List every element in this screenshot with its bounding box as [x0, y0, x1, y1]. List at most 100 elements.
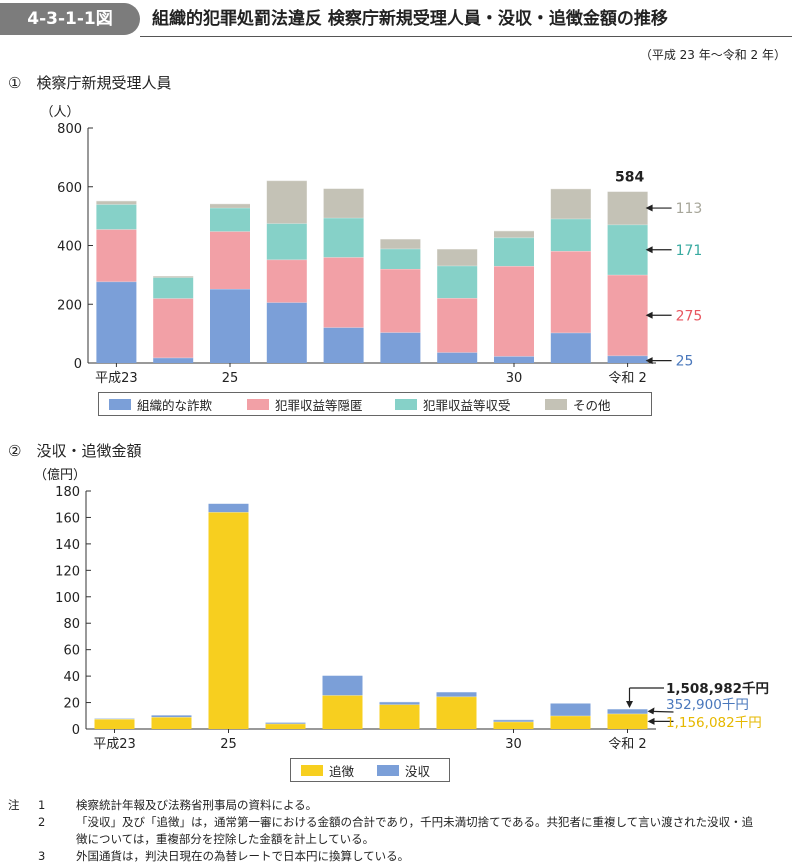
chart1-y-tick-label: 600 [57, 181, 82, 196]
chart1-y-tick-label: 400 [57, 240, 82, 255]
chart2-x-tick-label: 令和 2 [608, 737, 646, 752]
section2-title: ② 没収・追徴金額 [8, 442, 142, 460]
chart2-confiscation-callout-line [651, 710, 674, 713]
chart1-bar-segment [380, 269, 421, 333]
chart2-bar-segment [607, 709, 648, 714]
note-number: 1 [38, 798, 46, 812]
legend-swatch-blue [377, 764, 399, 776]
chart2-bar-segment [436, 691, 477, 697]
legend-swatch-teal [395, 398, 417, 410]
note-text: 「没収」及び「追徴」は，通常第一審における金額の合計であり，千円未満切捨てである… [76, 815, 754, 829]
chart2-bar-segment [265, 722, 306, 724]
chart2-bar-segment [151, 715, 192, 718]
figure-header: 4-3-1-1図 組織的犯罪処罰法違反 検察庁新規受理人員・没収・追徴金額の推移 [0, 0, 792, 38]
chart1-bar-segment [437, 298, 478, 353]
chart1-bar-segment [437, 249, 478, 266]
legend-label: その他 [573, 397, 611, 413]
chart1-bar-segment [494, 237, 534, 267]
chart1-callout-arrow [645, 357, 653, 365]
chart2-bar-segment [208, 503, 249, 513]
chart2-y-tick-label: 40 [63, 670, 80, 685]
chart1-x-tick-label: 25 [222, 371, 239, 386]
chart1-bar-segment [153, 277, 194, 299]
legend-item-collection: 追徴 [301, 759, 354, 781]
chart2-x-tick-label: 25 [220, 737, 237, 752]
figure-title: 組織的犯罪処罰法違反 検察庁新規受理人員・没収・追徴金額の推移 [152, 9, 668, 29]
note-head: 注 [8, 798, 20, 812]
chart2-bar-segment [322, 695, 363, 729]
chart2-bar-segment [94, 719, 135, 729]
chart2-bar-segment [265, 723, 306, 729]
header-rule [140, 36, 792, 37]
chart1-bar-segment [494, 230, 534, 238]
chart2-bar-segment [550, 715, 591, 729]
chart2-y-tick-label: 100 [55, 591, 80, 606]
note-text: 徴については，重複部分を控除した金額を計上している。 [76, 832, 375, 846]
chart1-segment-value-label: 171 [676, 243, 703, 259]
chart1-x-tick-label: 令和 2 [608, 371, 646, 386]
chart1-bar-segment [266, 259, 307, 303]
chart1-bar-segment [323, 257, 364, 328]
chart1-y-tick-label: 0 [74, 357, 82, 372]
chart2-y-tick-label: 180 [55, 485, 80, 500]
chart1-segment-value-label: 275 [676, 308, 703, 324]
chart1-x-tick-label: 30 [506, 371, 523, 386]
chart2-y-tick-label: 160 [55, 511, 80, 526]
chart1-bar-segment [550, 188, 591, 219]
chart2-collection-callout-arrow [647, 717, 655, 725]
legend-item-concealment: 犯罪収益等隠匿 [247, 393, 363, 415]
chart1-bar-segment [96, 229, 137, 282]
chart2-y-tick-label: 80 [63, 617, 80, 632]
legend-item-fraud: 組織的な詐欺 [109, 393, 212, 415]
chart1-callout-arrow [645, 246, 653, 254]
chart2-bar-segment [379, 701, 420, 705]
chart2-bar-segment [607, 713, 648, 729]
chart1-bar-segment [323, 217, 364, 258]
chart2-bar-segment [493, 721, 534, 729]
period-label: （平成 23 年〜令和 2 年） [639, 48, 786, 62]
chart1-bar-segment [210, 231, 250, 289]
chart2-bar-segment [493, 719, 534, 722]
chart1-callout-arrow [645, 311, 653, 319]
note-row: 3 外国通貨は，判決日現在の為替レートで日本円に換算している。 [8, 848, 788, 865]
chart1-bar-segment [437, 352, 478, 363]
chart1-x-tick-label: 平成23 [95, 371, 138, 386]
notes-block: 注 1 検察統計年報及び法務省刑事局の資料による。 2 「没収」及び「追徴」は，… [8, 797, 788, 865]
note-text: 検察統計年報及び法務省刑事局の資料による。 [76, 798, 318, 812]
figure-number: 4-3-1-1図 [0, 3, 140, 35]
chart2-y-tick-label: 20 [63, 697, 80, 712]
chart2-bar-segment [436, 696, 477, 729]
chart1-bar-segment [607, 274, 648, 356]
chart2-y-tick-label: 0 [72, 723, 80, 738]
legend-label: 追徴 [329, 763, 355, 779]
chart1-bar-segment [266, 302, 307, 363]
note-row: 徴については，重複部分を控除した金額を計上している。 [8, 831, 788, 848]
legend-item-confiscation: 没収 [377, 759, 430, 781]
note-number: 3 [38, 849, 46, 863]
chart2-confiscation-callout-arrow [647, 707, 655, 715]
legend-label: 犯罪収益等隠匿 [275, 397, 363, 413]
legend-label: 組織的な詐欺 [137, 397, 213, 413]
legend-swatch-blue [109, 398, 131, 410]
chart2-bar-segment [208, 512, 249, 729]
chart1-bar-segment [153, 298, 194, 358]
section1-title: ① 検察庁新規受理人員 [8, 74, 172, 92]
chart1-segment-value-label: 113 [676, 201, 703, 217]
legend-swatch-pink [247, 398, 269, 410]
chart1-y-tick-label: 800 [57, 122, 82, 137]
chart1-bar-segment [607, 355, 648, 363]
chart2-collection-label: 1,156,082千円 [666, 715, 762, 731]
chart2-bar-segment [151, 717, 192, 729]
chart1-bar-segment [210, 288, 250, 363]
legend-label: 没収 [405, 763, 431, 779]
chart1-bar-segment [494, 266, 534, 357]
note-row: 2 「没収」及び「追徴」は，通常第一審における金額の合計であり，千円未満切捨てで… [8, 814, 788, 831]
chart2-total-callout-arrow [626, 701, 633, 709]
note-row: 注 1 検察統計年報及び法務省刑事局の資料による。 [8, 797, 788, 814]
legend-swatch-yellow [301, 764, 323, 776]
chart2-bar-segment [379, 704, 420, 729]
legend-swatch-gray [545, 398, 567, 410]
chart1-bar-segment [550, 218, 591, 252]
chart1-y-tick-label: 200 [57, 298, 82, 313]
note-text: 外国通貨は，判決日現在の為替レートで日本円に換算している。 [76, 849, 410, 863]
